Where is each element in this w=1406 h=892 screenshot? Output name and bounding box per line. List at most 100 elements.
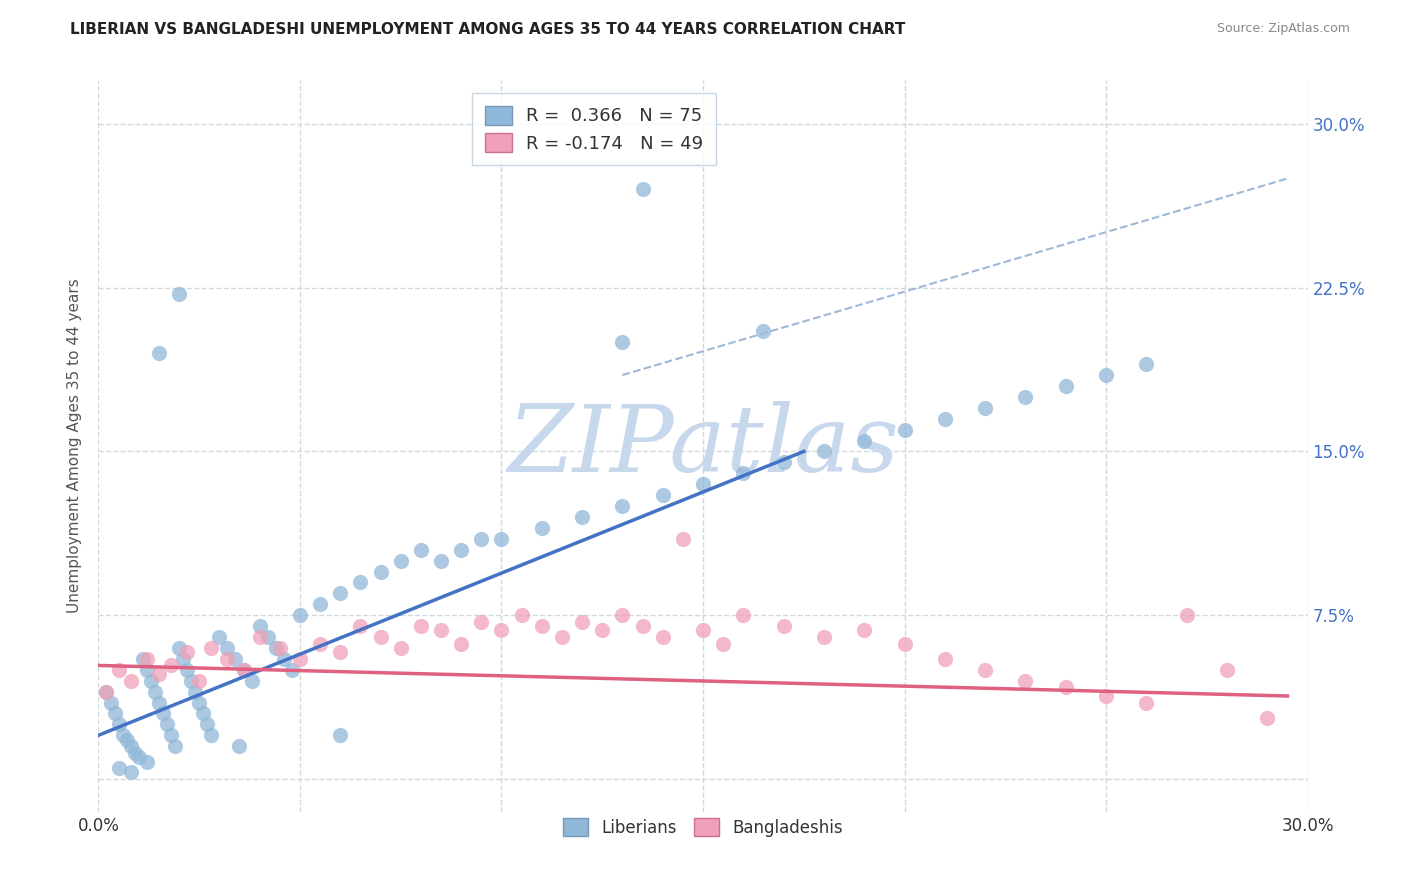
Point [167, 287, 190, 301]
Point [224, 652, 246, 666]
Point [651, 630, 673, 644]
Point [389, 640, 412, 655]
Text: ZIPatlas: ZIPatlas [508, 401, 898, 491]
Point [217, 640, 239, 655]
Point [200, 728, 222, 742]
Point [813, 444, 835, 458]
Point [651, 488, 673, 502]
Point [612, 608, 634, 623]
Point [893, 423, 915, 437]
Point [160, 728, 183, 742]
Point [934, 411, 956, 425]
Point [180, 673, 202, 688]
Point [329, 586, 352, 600]
Point [107, 663, 129, 677]
Point [148, 346, 170, 360]
Point [217, 652, 239, 666]
Point [631, 619, 654, 633]
Point [692, 624, 714, 638]
Point [288, 652, 311, 666]
Point [470, 532, 492, 546]
Point [813, 630, 835, 644]
Legend: Liberians, Bangladeshis: Liberians, Bangladeshis [557, 812, 849, 844]
Point [1014, 390, 1036, 404]
Point [491, 532, 513, 546]
Point [273, 652, 295, 666]
Point [195, 717, 218, 731]
Point [1216, 663, 1239, 677]
Point [200, 640, 222, 655]
Point [269, 640, 291, 655]
Point [103, 706, 125, 721]
Point [430, 624, 453, 638]
Point [111, 728, 134, 742]
Point [389, 554, 412, 568]
Point [409, 619, 432, 633]
Point [450, 542, 472, 557]
Point [430, 554, 453, 568]
Point [853, 624, 876, 638]
Point [571, 615, 593, 629]
Point [974, 401, 997, 415]
Point [193, 706, 215, 721]
Point [232, 663, 254, 677]
Point [132, 652, 155, 666]
Point [309, 637, 332, 651]
Point [264, 640, 287, 655]
Point [631, 182, 654, 196]
Point [349, 619, 371, 633]
Point [409, 542, 432, 557]
Y-axis label: Unemployment Among Ages 35 to 44 years: Unemployment Among Ages 35 to 44 years [67, 278, 83, 614]
Point [370, 630, 392, 644]
Point [135, 755, 157, 769]
Point [934, 652, 956, 666]
Point [249, 630, 271, 644]
Point [96, 684, 118, 698]
Point [1135, 696, 1157, 710]
Point [530, 521, 553, 535]
Point [1256, 711, 1278, 725]
Point [1135, 357, 1157, 371]
Point [893, 637, 915, 651]
Point [853, 434, 876, 448]
Point [188, 673, 211, 688]
Point [329, 645, 352, 659]
Point [139, 673, 162, 688]
Point [733, 608, 755, 623]
Point [470, 615, 492, 629]
Point [591, 624, 613, 638]
Point [172, 652, 194, 666]
Point [672, 532, 695, 546]
Point [152, 706, 174, 721]
Point [450, 637, 472, 651]
Point [163, 739, 186, 754]
Point [329, 728, 352, 742]
Point [249, 619, 271, 633]
Point [349, 575, 371, 590]
Point [309, 597, 332, 611]
Point [1175, 608, 1198, 623]
Point [711, 637, 734, 651]
Point [530, 619, 553, 633]
Point [143, 684, 166, 698]
Point [124, 746, 146, 760]
Point [176, 663, 198, 677]
Point [491, 624, 513, 638]
Point [1054, 680, 1077, 694]
Point [128, 750, 150, 764]
Point [752, 324, 775, 338]
Point [160, 658, 183, 673]
Point [120, 673, 142, 688]
Point [551, 630, 574, 644]
Point [240, 673, 263, 688]
Point [370, 565, 392, 579]
Point [1095, 368, 1118, 382]
Point [974, 663, 997, 677]
Point [232, 663, 254, 677]
Point [288, 608, 311, 623]
Point [612, 499, 634, 513]
Text: Source: ZipAtlas.com: Source: ZipAtlas.com [1216, 22, 1350, 36]
Point [148, 667, 170, 681]
Text: LIBERIAN VS BANGLADESHI UNEMPLOYMENT AMONG AGES 35 TO 44 YEARS CORRELATION CHART: LIBERIAN VS BANGLADESHI UNEMPLOYMENT AMO… [70, 22, 905, 37]
Point [135, 663, 157, 677]
